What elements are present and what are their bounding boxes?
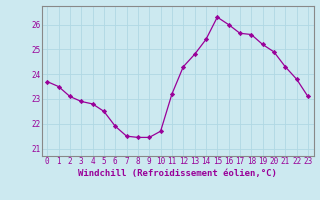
X-axis label: Windchill (Refroidissement éolien,°C): Windchill (Refroidissement éolien,°C) bbox=[78, 169, 277, 178]
